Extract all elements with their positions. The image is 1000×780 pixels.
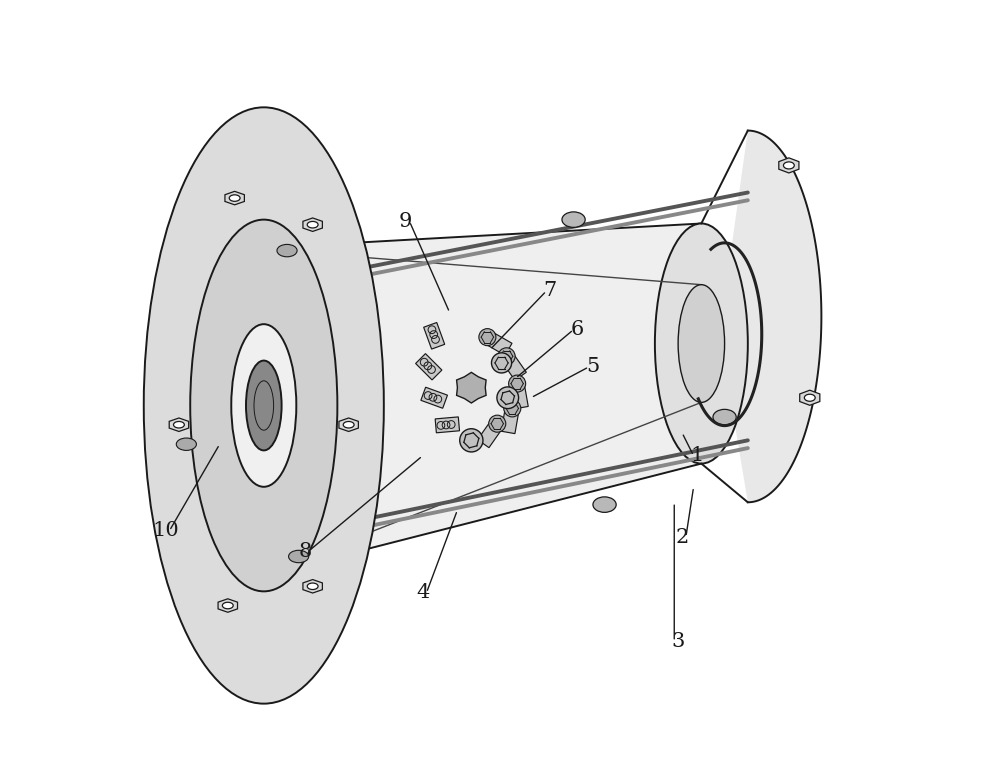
Ellipse shape	[289, 551, 309, 562]
Polygon shape	[501, 408, 519, 434]
Polygon shape	[169, 418, 189, 431]
Ellipse shape	[460, 429, 483, 452]
Text: 6: 6	[571, 320, 584, 339]
Ellipse shape	[307, 222, 318, 228]
Polygon shape	[225, 191, 244, 205]
Ellipse shape	[176, 438, 196, 450]
Ellipse shape	[144, 108, 384, 704]
Polygon shape	[502, 353, 526, 381]
Ellipse shape	[246, 360, 282, 450]
Polygon shape	[424, 322, 445, 349]
Text: 4: 4	[416, 583, 429, 602]
Polygon shape	[353, 224, 701, 553]
Ellipse shape	[307, 583, 318, 590]
Polygon shape	[800, 390, 820, 406]
Ellipse shape	[277, 244, 297, 257]
Polygon shape	[416, 353, 442, 380]
Ellipse shape	[190, 220, 337, 591]
Polygon shape	[435, 417, 460, 433]
Polygon shape	[303, 218, 322, 232]
Polygon shape	[421, 387, 447, 408]
Polygon shape	[701, 130, 821, 502]
Polygon shape	[303, 580, 322, 593]
Polygon shape	[218, 599, 238, 612]
Text: 7: 7	[544, 282, 557, 300]
Text: 9: 9	[399, 211, 412, 231]
Ellipse shape	[593, 497, 616, 512]
Ellipse shape	[804, 394, 815, 401]
Ellipse shape	[222, 602, 233, 608]
Text: 1: 1	[691, 446, 704, 466]
Ellipse shape	[479, 328, 496, 346]
Polygon shape	[339, 418, 358, 431]
Polygon shape	[510, 384, 528, 409]
Text: 5: 5	[586, 357, 600, 376]
Text: 3: 3	[671, 633, 685, 651]
Ellipse shape	[343, 421, 354, 428]
Ellipse shape	[229, 195, 240, 201]
Text: 10: 10	[152, 522, 179, 541]
Ellipse shape	[562, 212, 585, 227]
Polygon shape	[478, 420, 502, 448]
Ellipse shape	[497, 387, 519, 409]
Text: 8: 8	[298, 541, 311, 561]
Ellipse shape	[489, 415, 506, 432]
Ellipse shape	[174, 421, 184, 428]
Ellipse shape	[655, 224, 748, 463]
Polygon shape	[457, 372, 486, 403]
Ellipse shape	[498, 348, 515, 365]
Text: 2: 2	[675, 527, 689, 547]
Ellipse shape	[678, 285, 725, 402]
Ellipse shape	[231, 324, 296, 487]
Polygon shape	[779, 158, 799, 173]
Ellipse shape	[509, 375, 526, 392]
Ellipse shape	[713, 410, 736, 425]
Ellipse shape	[504, 400, 521, 417]
Ellipse shape	[783, 162, 794, 169]
Polygon shape	[485, 332, 512, 356]
Ellipse shape	[491, 353, 512, 373]
